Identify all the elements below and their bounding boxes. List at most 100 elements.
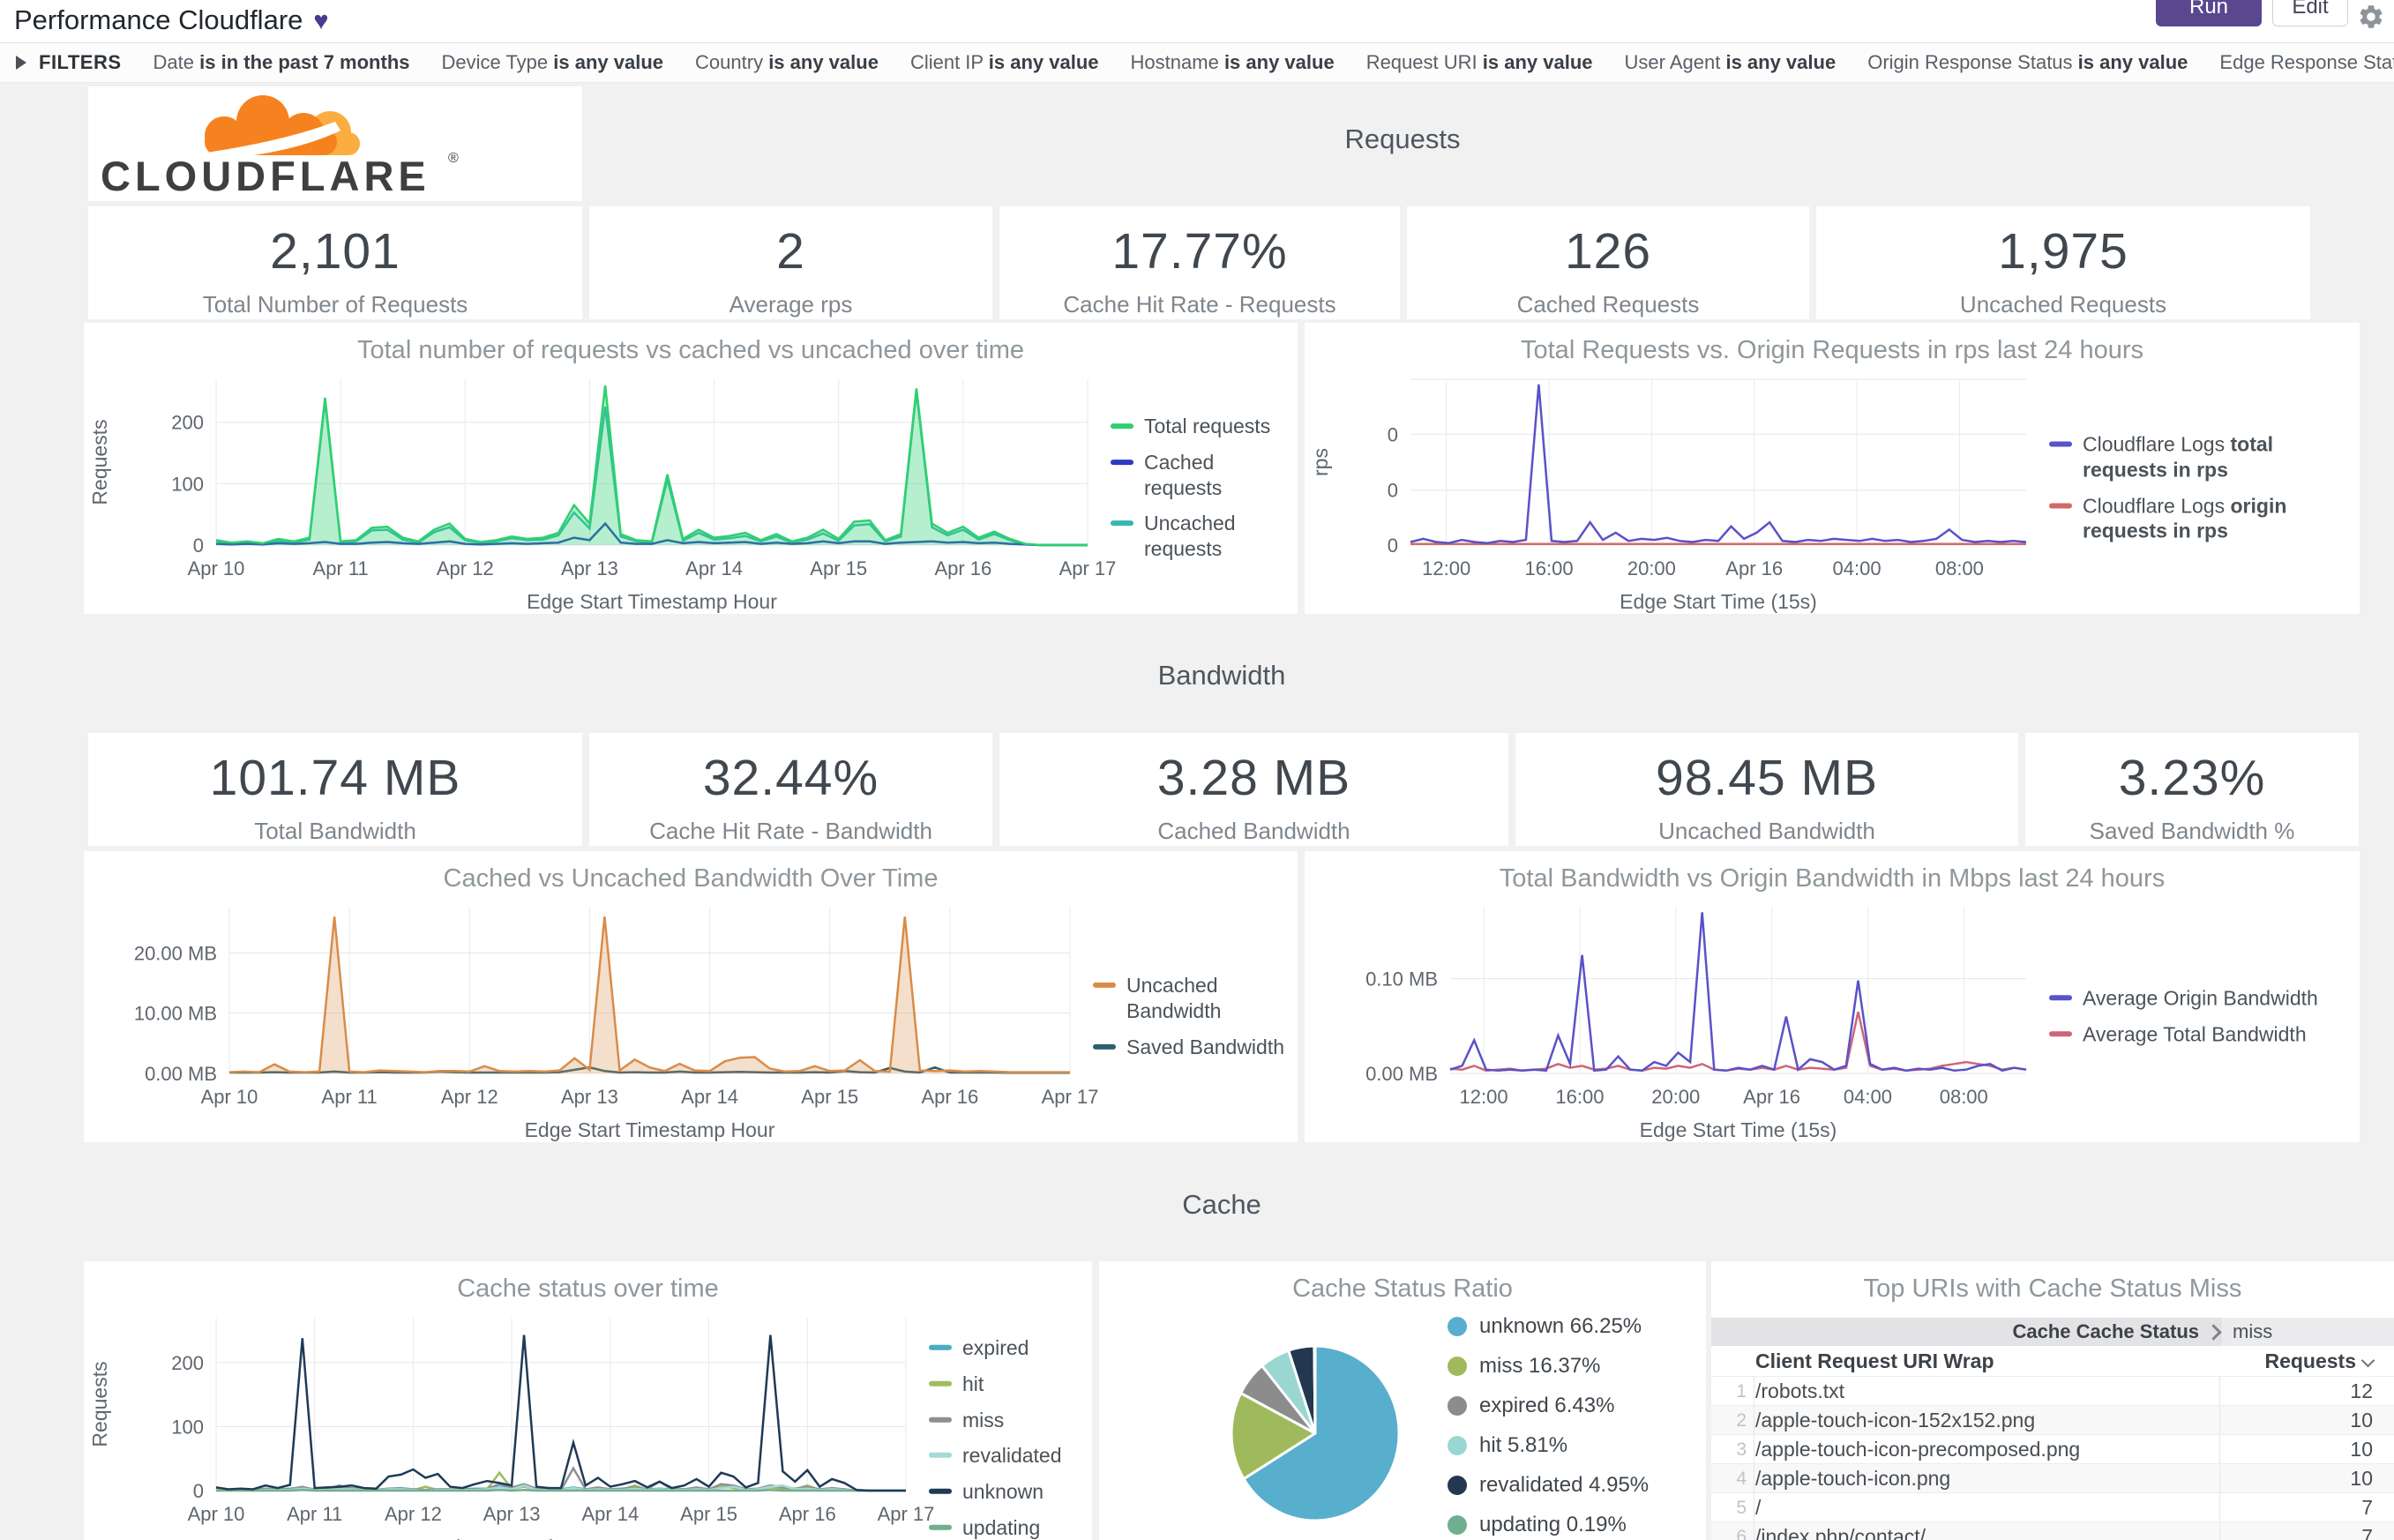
svg-text:Apr 12: Apr 12 bbox=[385, 1503, 442, 1525]
filter-chip[interactable]: User Agent is any value bbox=[1625, 51, 1837, 73]
legend-item[interactable]: Cloudflare Logs total requests in rps bbox=[2049, 432, 2349, 483]
legend-item[interactable]: unknown 66.25% bbox=[1448, 1314, 1649, 1339]
cloudflare-logo: CLOUDFLARE ® bbox=[101, 95, 459, 199]
kpi-tile: 3.23% Saved Bandwidth % bbox=[2025, 733, 2359, 846]
column-header-requests[interactable]: Requests bbox=[2264, 1349, 2375, 1373]
svg-text:Apr 13: Apr 13 bbox=[561, 557, 618, 579]
legend-label: Cloudflare Logs origin requests in rps bbox=[2083, 494, 2287, 542]
filter-chip[interactable]: Device Type is any value bbox=[442, 51, 664, 73]
svg-text:Apr 16: Apr 16 bbox=[934, 557, 991, 579]
filter-chip[interactable]: Request URI is any value bbox=[1366, 51, 1593, 73]
legend-swatch bbox=[929, 1380, 952, 1387]
kpi-tile: 1,975 Uncached Requests bbox=[1816, 206, 2310, 319]
legend-item[interactable]: expired bbox=[929, 1335, 1083, 1361]
svg-text:0: 0 bbox=[1388, 423, 1398, 445]
filter-chip[interactable]: Client IP is any value bbox=[910, 51, 1099, 73]
filter-chip[interactable]: Edge Response Status is any value bbox=[2219, 51, 2394, 73]
legend-label: Saved Bandwidth bbox=[1126, 1035, 1285, 1058]
legend-swatch bbox=[1111, 520, 1133, 527]
chart-card-rps-24h: Total Requests vs. Origin Requests in rp… bbox=[1305, 323, 2360, 614]
pie-slice-miss[interactable] bbox=[1230, 1391, 1317, 1481]
legend-label: hit bbox=[962, 1372, 984, 1395]
cell-uri[interactable]: /index.php/contact/ bbox=[1755, 1525, 1926, 1540]
cell-uri[interactable]: /apple-touch-icon-152x152.png bbox=[1755, 1409, 2036, 1432]
filter-field: Client IP bbox=[909, 51, 989, 73]
legend-item[interactable]: Average Origin Bandwidth bbox=[2049, 985, 2349, 1011]
svg-text:20:00: 20:00 bbox=[1627, 557, 1676, 579]
legend-item[interactable]: Average Total Bandwidth bbox=[2049, 1021, 2349, 1047]
column-header-requests-text: Requests bbox=[2264, 1349, 2356, 1372]
pivot-value: miss bbox=[2222, 1318, 2394, 1346]
legend-item[interactable]: Saved Bandwidth bbox=[1093, 1034, 1287, 1059]
filter-field: Date bbox=[153, 51, 200, 73]
legend-item[interactable]: updating bbox=[929, 1515, 1083, 1540]
filter-chip[interactable]: Hostname is any value bbox=[1131, 51, 1335, 73]
legend-item[interactable]: Uncached Bandwidth bbox=[1093, 973, 1287, 1024]
legend-item[interactable]: expired 6.43% bbox=[1448, 1394, 1649, 1418]
cell-uri[interactable]: /apple-touch-icon-precomposed.png bbox=[1755, 1438, 2081, 1461]
cell-uri[interactable]: / bbox=[1755, 1496, 1762, 1519]
chart-card-bandwidth-over-time: Cached vs Uncached Bandwidth Over Time 0… bbox=[84, 851, 1298, 1142]
table-card-top-uris: Top URIs with Cache Status Miss Cache Ca… bbox=[1711, 1261, 2394, 1540]
legend-item[interactable]: hit 5.81% bbox=[1448, 1433, 1649, 1458]
legend-item[interactable]: Cloudflare Logs origin requests in rps bbox=[2049, 493, 2349, 544]
filters-expand-icon bbox=[16, 56, 26, 70]
pie-slice-unknown[interactable] bbox=[1242, 1344, 1401, 1522]
legend-item[interactable]: unknown bbox=[929, 1479, 1083, 1505]
run-button[interactable]: Run bbox=[2156, 0, 2262, 26]
kpi-tile: 3.28 MB Cached Bandwidth bbox=[999, 733, 1508, 846]
pie-slice-updating[interactable] bbox=[1313, 1344, 1317, 1435]
svg-text:Apr 16: Apr 16 bbox=[779, 1503, 836, 1525]
legend-label: unknown bbox=[962, 1479, 1044, 1503]
chart-legend: Cloudflare Logs total requests in rps Clo… bbox=[2049, 432, 2349, 555]
cell-requests: 10 bbox=[2219, 1464, 2394, 1493]
filter-condition: is any value bbox=[1482, 51, 1593, 73]
svg-text:Apr 11: Apr 11 bbox=[322, 1086, 378, 1108]
kpi-value: 1,975 bbox=[1998, 223, 2128, 280]
kpi-tile: 98.45 MB Uncached Bandwidth bbox=[1515, 733, 2018, 846]
legend-swatch bbox=[929, 1453, 952, 1458]
filter-chip[interactable]: Origin Response Status is any value bbox=[1867, 51, 2188, 73]
legend-item[interactable]: Uncached requests bbox=[1111, 511, 1287, 562]
row-index: 5 bbox=[1711, 1493, 1754, 1522]
legend-item[interactable]: miss 16.37% bbox=[1448, 1354, 1649, 1379]
chart-cache-status-over-time: 0 100 200 Apr 10 Apr 11 Apr 12 Apr 13 Apr 14 Apr… bbox=[84, 1311, 1092, 1540]
heart-icon: ♥ bbox=[313, 7, 329, 35]
legend-item[interactable]: hit bbox=[929, 1372, 1083, 1397]
settings-gear-icon[interactable] bbox=[2357, 3, 2385, 31]
legend-item[interactable]: miss bbox=[929, 1407, 1083, 1432]
legend-item[interactable]: Total requests bbox=[1111, 414, 1287, 439]
filter-condition: is any value bbox=[988, 51, 1099, 73]
legend-label: Uncached Bandwidth bbox=[1126, 973, 1222, 1022]
cell-uri[interactable]: /apple-touch-icon.png bbox=[1755, 1467, 1951, 1490]
legend-item[interactable]: revalidated 4.95% bbox=[1448, 1473, 1649, 1498]
pie-cache-status-ratio: unknown 66.25% miss 16.37% expired 6.43% hi… bbox=[1099, 1314, 1706, 1540]
svg-text:Apr 10: Apr 10 bbox=[188, 1503, 245, 1525]
kpi-tile: 101.74 MB Total Bandwidth bbox=[88, 733, 582, 846]
filter-field: Country bbox=[695, 51, 769, 73]
legend-label: revalidated 4.95% bbox=[1479, 1473, 1650, 1497]
filter-field: Edge Response Status bbox=[2219, 51, 2394, 73]
column-header-uri[interactable]: Client Request URI Wrap bbox=[1755, 1349, 1994, 1372]
pivot-label-text: Cache Cache Status bbox=[2012, 1320, 2199, 1342]
legend-label: expired 6.43% bbox=[1479, 1394, 1615, 1417]
edit-button[interactable]: Edit bbox=[2272, 0, 2348, 26]
filters-toggle[interactable]: FILTERS bbox=[16, 51, 122, 74]
legend-swatch bbox=[1448, 1357, 1467, 1376]
filter-chip[interactable]: Country is any value bbox=[695, 51, 879, 73]
legend-item[interactable]: updating 0.19% bbox=[1448, 1513, 1649, 1537]
legend-item[interactable]: Cached requests bbox=[1111, 450, 1287, 501]
legend-swatch bbox=[1448, 1515, 1467, 1535]
svg-text:Apr 12: Apr 12 bbox=[437, 557, 494, 579]
filter-chip[interactable]: Date is in the past 7 months bbox=[153, 51, 410, 73]
cell-uri[interactable]: /robots.txt bbox=[1755, 1379, 1844, 1402]
legend-item[interactable]: revalidated bbox=[929, 1443, 1083, 1469]
page-title: Performance Cloudflare ♥ bbox=[14, 4, 329, 36]
svg-text:16:00: 16:00 bbox=[1555, 1086, 1604, 1108]
svg-text:Apr 15: Apr 15 bbox=[801, 1086, 858, 1108]
chart-title: Cached vs Uncached Bandwidth Over Time bbox=[443, 864, 939, 893]
kpi-value: 3.28 MB bbox=[1156, 750, 1351, 806]
logo-card: CLOUDFLARE ® bbox=[88, 86, 582, 201]
legend-swatch bbox=[929, 1488, 952, 1494]
filter-field: Request URI bbox=[1365, 51, 1483, 73]
